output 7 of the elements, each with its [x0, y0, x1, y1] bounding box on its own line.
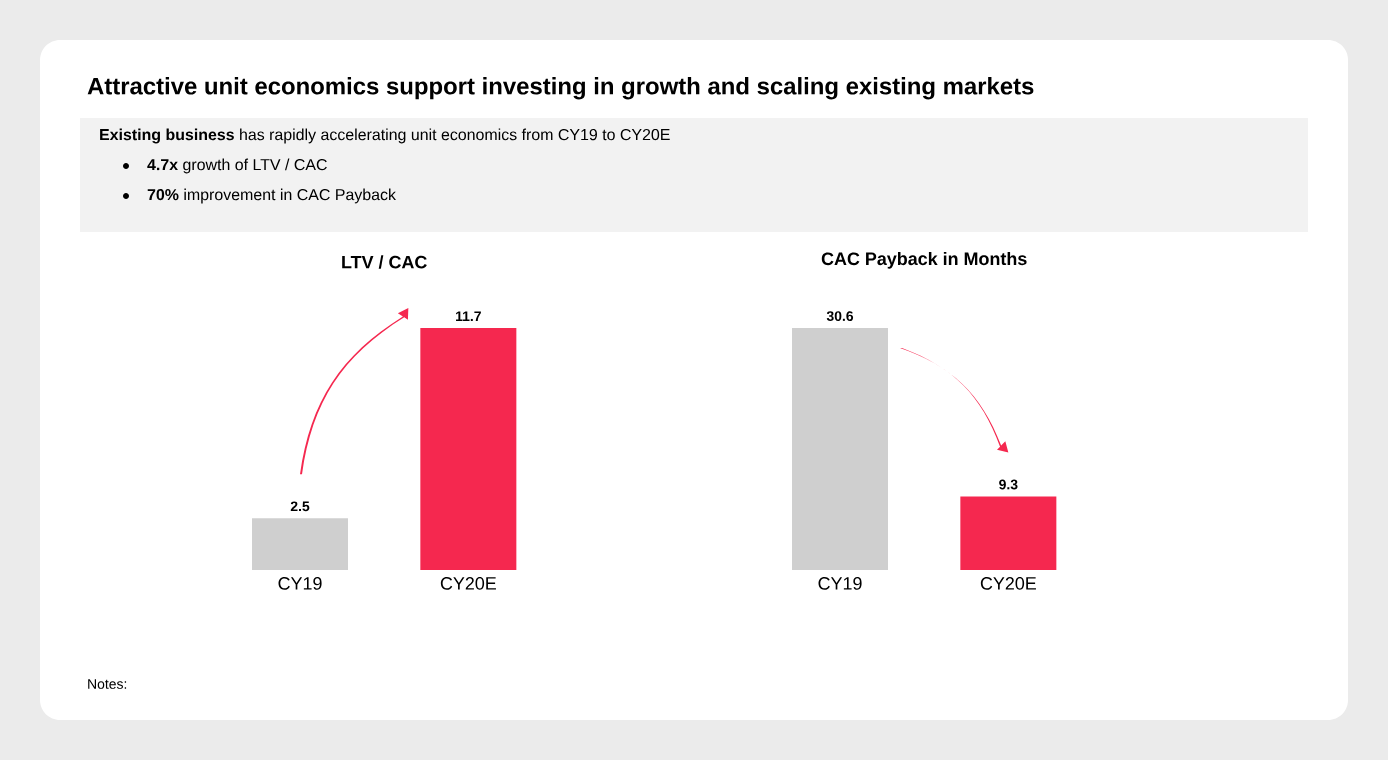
x-tick-label: CY19	[278, 577, 322, 590]
text: Attractive unit economics support investing in growth and scaling existing markets	[87, 77, 1034, 100]
x-tick-label: CY20E	[440, 577, 496, 590]
chart-title: LTV / CAC	[342, 255, 427, 269]
chart-title: CAC Payback in Months	[821, 251, 1027, 269]
x-tick-label: CY19	[818, 577, 862, 590]
x-tick-label: CY20E	[980, 577, 1036, 590]
